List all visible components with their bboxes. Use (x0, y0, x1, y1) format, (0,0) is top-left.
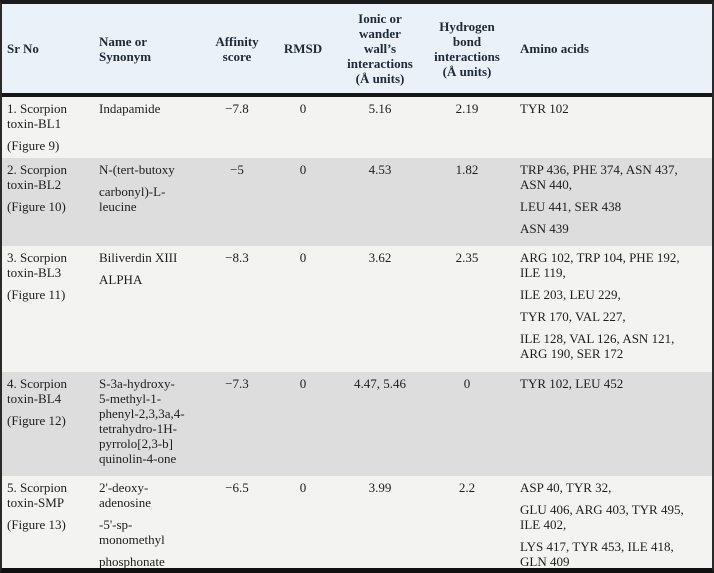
cell-paragraph: Biliverdin XIII (99, 250, 178, 265)
cell-sr-no: 2. Scorpion toxin-BL2 (Figure 10) (2, 158, 97, 246)
cell-name: Biliverdin XIII ALPHA (97, 246, 207, 372)
docking-table: Sr No Name or Synonym Affinity score RMS… (2, 4, 712, 569)
cell-affinity: −8.3 (225, 250, 249, 265)
cell-paragraph: LEU 441, SER 438 (520, 199, 622, 214)
cell-paragraph: TRP 436, PHE 374, ASN 437, ASN 440, (520, 162, 678, 192)
cell-paragraph: N-(tert-butoxy (99, 162, 175, 177)
cell-hbond: 2.19 (455, 101, 479, 116)
cell-paragraph: LYS 417, TYR 453, ILE 418, GLN 409 (520, 539, 674, 569)
cell-hbond: 0 (463, 376, 471, 391)
col-header-amino-acids: Amino acids (513, 4, 712, 97)
header-row: Sr No Name or Synonym Affinity score RMS… (2, 4, 712, 97)
cell-paragraph: 5. Scorpion toxin-SMP (7, 480, 67, 510)
col-header-ionic-interactions: Ionic or wander wall’s interactions (Å u… (339, 4, 421, 97)
cell-affinity: −7.8 (225, 101, 249, 116)
cell-hbond: 2.35 (455, 250, 479, 265)
cell-name: 2'-deoxy- adenosine -5'-sp- monomethyl pho… (97, 476, 207, 569)
cell-paragraph: (Figure 11) (7, 287, 66, 302)
col-header-name-or-synonym: Name or Synonym (97, 4, 207, 97)
cell-paragraph: TYR 170, VAL 227, (520, 309, 626, 324)
table-row: 1. Scorpion toxin-BL1 (Figure 9) Indapami… (2, 95, 712, 158)
cell-paragraph: phosphonate (99, 554, 165, 569)
cell-ionic: 4.53 (368, 162, 392, 177)
cell-paragraph: (Figure 13) (7, 517, 66, 532)
cell-rmsd: 0 (299, 162, 307, 177)
cell-sr-no: 5. Scorpion toxin-SMP (Figure 13) (2, 476, 97, 568)
cell-ionic: 4.47, 5.46 (354, 376, 406, 391)
table-body: 1. Scorpion toxin-BL1 (Figure 9) Indapami… (2, 95, 712, 569)
cell-name: S-3a-hydroxy- 5-methyl-1- phenyl-2,3,3a,… (97, 372, 207, 476)
cell-hbond: 2.2 (458, 480, 476, 495)
cell-rmsd: 0 (299, 101, 307, 116)
cell-rmsd: 0 (299, 480, 307, 495)
cell-paragraph: (Figure 10) (7, 199, 66, 214)
cell-paragraph: S-3a-hydroxy- 5-methyl-1- phenyl-2,3,3a,… (99, 376, 185, 466)
cell-rmsd: 0 (299, 376, 307, 391)
cell-paragraph: 2'-deoxy- adenosine (99, 480, 151, 510)
cell-hbond: 1.82 (455, 162, 479, 177)
table-row: 3. Scorpion toxin-BL3 (Figure 11) Biliver… (2, 246, 712, 372)
cell-amino-acids: ASP 40, TYR 32, GLU 406, ARG 403, TYR 495… (513, 476, 712, 569)
cell-sr-no: 1. Scorpion toxin-BL1 (Figure 9) (2, 95, 97, 158)
cell-paragraph: carbonyl)-L- leucine (99, 184, 166, 214)
cell-rmsd: 0 (299, 250, 307, 265)
cell-paragraph: TYR 102, LEU 452 (520, 376, 624, 391)
cell-name: N-(tert-butoxy carbonyl)-L- leucine (97, 158, 207, 246)
cell-paragraph: 4. Scorpion toxin-BL4 (7, 376, 67, 406)
cell-paragraph: ASP 40, TYR 32, (520, 480, 612, 495)
cell-paragraph: ILE 128, VAL 126, ASN 121, ARG 190, SER … (520, 331, 675, 361)
cell-paragraph: ILE 203, LEU 229, (520, 287, 621, 302)
cell-paragraph: (Figure 9) (7, 138, 60, 153)
col-header-hbond-interactions: Hydrogen bond interactions (Å units) (421, 4, 513, 97)
cell-paragraph: 1. Scorpion toxin-BL1 (7, 101, 67, 131)
table-row: 5. Scorpion toxin-SMP (Figure 13) 2'-deox… (2, 476, 712, 569)
cell-sr-no: 4. Scorpion toxin-BL4 (Figure 12) (2, 372, 97, 476)
cell-paragraph: TYR 102 (520, 101, 569, 116)
table-row: 4. Scorpion toxin-BL4 (Figure 12) S-3a-hy… (2, 372, 712, 476)
cell-paragraph: ALPHA (99, 272, 143, 287)
cell-ionic: 3.62 (368, 250, 392, 265)
cell-ionic: 5.16 (368, 101, 392, 116)
cell-paragraph: 3. Scorpion toxin-BL3 (7, 250, 67, 280)
cell-paragraph: (Figure 12) (7, 413, 66, 428)
cell-ionic: 3.99 (368, 480, 392, 495)
cell-amino-acids: ARG 102, TRP 104, PHE 192, ILE 119, ILE 2… (513, 246, 712, 372)
col-header-sr-no: Sr No (2, 4, 97, 97)
table-row: 2. Scorpion toxin-BL2 (Figure 10) N-(tert… (2, 158, 712, 246)
cell-affinity: −5 (230, 162, 244, 177)
cell-paragraph: 2. Scorpion toxin-BL2 (7, 162, 67, 192)
cell-affinity: −6.5 (225, 480, 249, 495)
table-header: Sr No Name or Synonym Affinity score RMS… (2, 4, 712, 97)
cell-amino-acids: TYR 102, LEU 452 (513, 372, 712, 476)
cell-paragraph: ASN 439 (520, 221, 569, 236)
cell-paragraph: GLU 406, ARG 403, TYR 495, ILE 402, (520, 502, 684, 532)
cell-amino-acids: TYR 102 (513, 95, 712, 158)
col-header-affinity-score: Affinity score (207, 4, 267, 97)
cell-sr-no: 3. Scorpion toxin-BL3 (Figure 11) (2, 246, 97, 372)
cell-amino-acids: TRP 436, PHE 374, ASN 437, ASN 440, LEU 4… (513, 158, 712, 246)
cell-paragraph: ARG 102, TRP 104, PHE 192, ILE 119, (520, 250, 680, 280)
col-header-rmsd: RMSD (267, 4, 339, 97)
cell-paragraph: -5'-sp- monomethyl (99, 517, 165, 547)
cell-name: Indapamide (97, 95, 207, 158)
cell-paragraph: Indapamide (99, 101, 161, 116)
cell-affinity: −7.3 (225, 376, 249, 391)
